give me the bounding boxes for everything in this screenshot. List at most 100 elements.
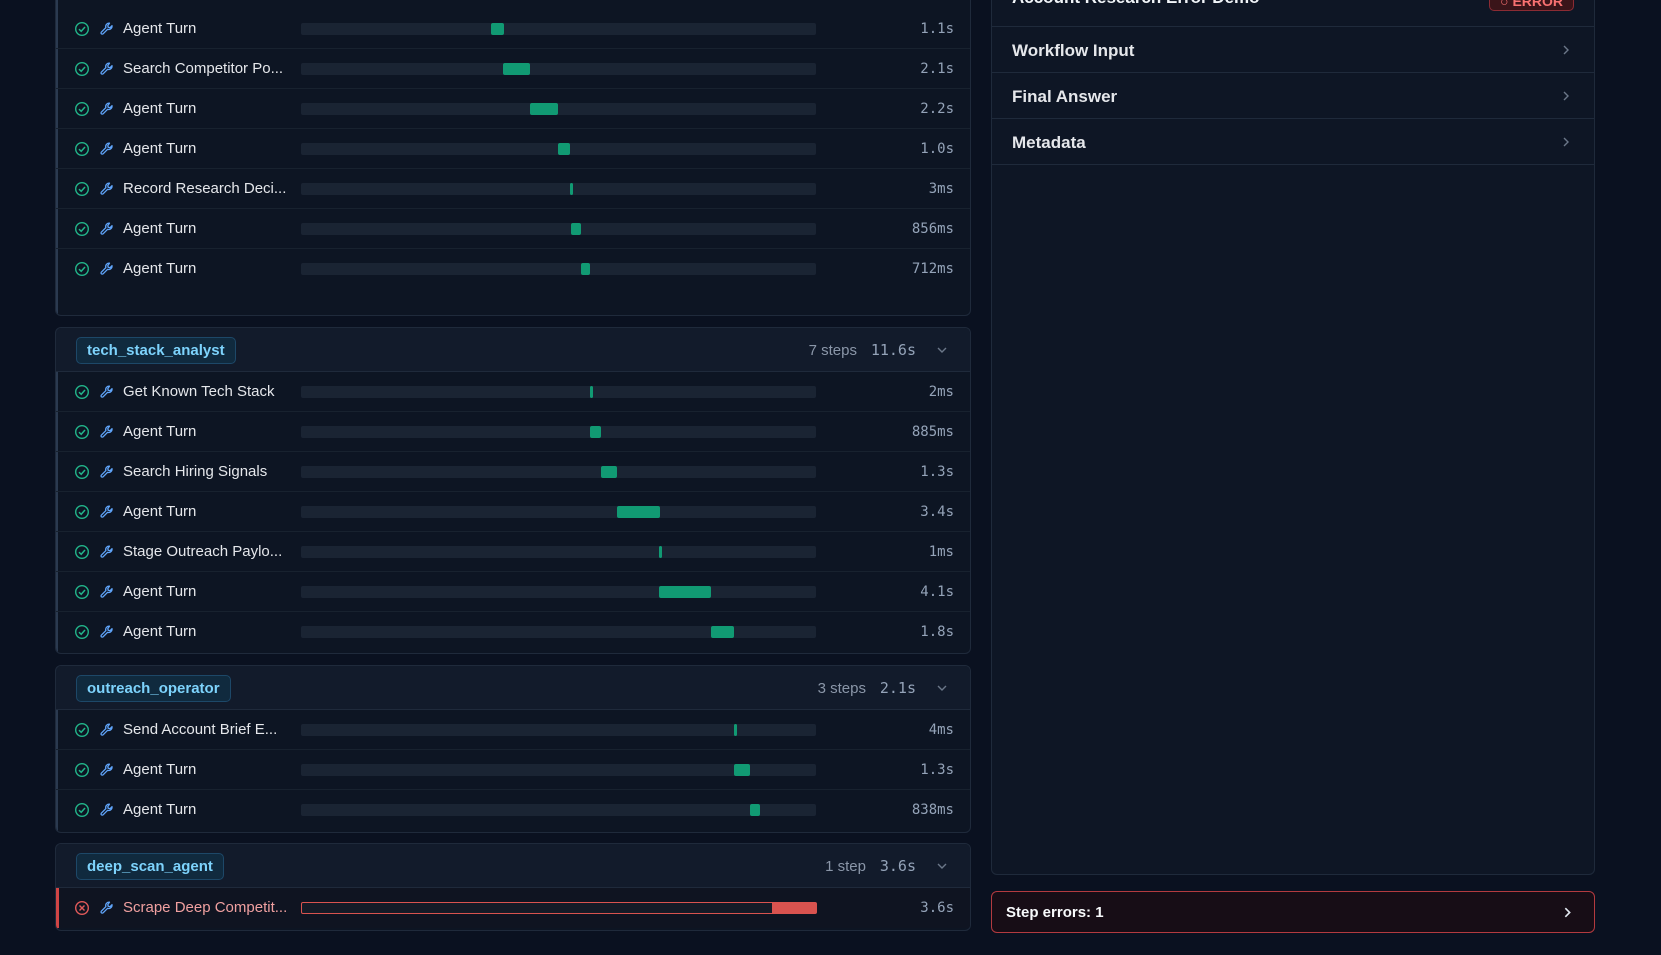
timeline-bar (530, 103, 558, 115)
step-group: outreach_operator 3 steps 2.1s Send Acco… (55, 665, 971, 833)
step-name: Agent Turn (123, 801, 197, 818)
chevron-right-icon (1563, 137, 1569, 147)
step-name: Agent Turn (123, 260, 197, 277)
wrench-icon (99, 141, 115, 157)
step-errors-bar[interactable]: Step errors: 1 (991, 891, 1595, 933)
check-circle-icon (74, 261, 90, 277)
step-row[interactable]: Agent Turn 1.3s (56, 750, 970, 790)
timeline-track (301, 804, 816, 816)
wrench-icon (99, 900, 115, 916)
group-step-count: 1 step (825, 858, 866, 875)
wrench-icon (99, 221, 115, 237)
chevron-down-icon[interactable] (936, 344, 948, 356)
timeline-track (301, 506, 816, 518)
timeline-track (301, 63, 816, 75)
section-workflow-input[interactable]: Workflow Input (992, 27, 1594, 73)
check-circle-icon (74, 624, 90, 640)
timeline-track (301, 23, 816, 35)
timeline-bar (734, 724, 737, 736)
step-duration: 885ms (911, 424, 954, 440)
timeline-bar (617, 506, 660, 518)
step-name: Search Hiring Signals (123, 463, 268, 480)
timeline-bar (570, 183, 573, 195)
timeline-track (301, 902, 817, 914)
wrench-icon (99, 762, 115, 778)
step-duration: 2.2s (920, 101, 954, 117)
check-circle-icon (74, 802, 90, 818)
step-row[interactable]: Record Research Deci... 3ms (56, 169, 970, 209)
timeline-bar (711, 626, 734, 638)
step-row[interactable]: Agent Turn 2.2s (56, 89, 970, 129)
step-row[interactable]: Scrape Deep Competit... 3.6s (56, 888, 970, 928)
error-icon: ○ (1500, 0, 1513, 9)
wrench-icon (99, 101, 115, 117)
step-duration: 2ms (928, 384, 954, 400)
step-name: Agent Turn (123, 140, 197, 157)
check-circle-icon (74, 221, 90, 237)
step-duration: 4.1s (920, 584, 954, 600)
chevron-right-icon (1563, 45, 1569, 55)
wrench-icon (99, 802, 115, 818)
chevron-down-icon[interactable] (936, 860, 948, 872)
check-circle-icon (74, 424, 90, 440)
step-row[interactable]: Send Account Brief E... 4ms (56, 710, 970, 750)
group-header[interactable]: outreach_operator 3 steps 2.1s (56, 666, 970, 710)
group-header[interactable]: tech_stack_analyst 7 steps 11.6s (56, 328, 970, 372)
timeline-bar (558, 143, 570, 155)
check-circle-icon (74, 61, 90, 77)
step-row[interactable]: Agent Turn 1.8s (56, 612, 970, 652)
timeline-track (301, 764, 816, 776)
step-row[interactable]: Stage Outreach Paylo... 1ms (56, 532, 970, 572)
status-badge: ○ ERROR (1489, 0, 1574, 11)
timeline-bar (601, 466, 617, 478)
step-name: Agent Turn (123, 583, 197, 600)
group-header[interactable]: deep_scan_agent 1 step 3.6s (56, 844, 970, 888)
step-row[interactable]: Agent Turn 712ms (56, 249, 970, 289)
timeline-bar (772, 902, 817, 914)
check-circle-icon (74, 181, 90, 197)
timeline-bar (571, 223, 581, 235)
step-row[interactable]: Agent Turn 3.4s (56, 492, 970, 532)
timeline-track (301, 263, 816, 275)
step-row[interactable]: Agent Turn 1.1s (56, 9, 970, 49)
check-circle-icon (74, 101, 90, 117)
step-duration: 3ms (928, 181, 954, 197)
section-metadata[interactable]: Metadata (992, 119, 1594, 165)
step-duration: 4ms (928, 722, 954, 738)
step-duration: 838ms (911, 802, 954, 818)
error-marker (56, 888, 59, 928)
group-duration: 11.6s (870, 341, 916, 359)
timeline-bar (581, 263, 590, 275)
timeline-track (301, 386, 816, 398)
agent-name-pill: deep_scan_agent (76, 853, 224, 880)
step-group: deep_scan_agent 1 step 3.6s Scrape Deep … (55, 843, 971, 931)
step-name: Agent Turn (123, 623, 197, 640)
check-circle-icon (74, 504, 90, 520)
timeline-track (301, 143, 816, 155)
step-row[interactable]: Get Known Tech Stack 2ms (56, 372, 970, 412)
step-row[interactable]: Search Competitor Po... 2.1s (56, 49, 970, 89)
chevron-down-icon[interactable] (936, 682, 948, 694)
step-duration: 3.4s (920, 504, 954, 520)
timeline-track (301, 586, 816, 598)
step-row[interactable]: Agent Turn 1.0s (56, 129, 970, 169)
chevron-right-icon (1563, 91, 1569, 101)
chevron-right-icon (1564, 907, 1571, 918)
step-duration: 1.8s (920, 624, 954, 640)
wrench-icon (99, 181, 115, 197)
wrench-icon (99, 464, 115, 480)
step-name: Stage Outreach Paylo... (123, 543, 283, 560)
step-row[interactable]: Agent Turn 885ms (56, 412, 970, 452)
step-row[interactable]: Agent Turn 4.1s (56, 572, 970, 612)
error-circle-icon (74, 900, 90, 916)
step-row[interactable]: Search Hiring Signals 1.3s (56, 452, 970, 492)
wrench-icon (99, 584, 115, 600)
step-name: Agent Turn (123, 503, 197, 520)
wrench-icon (99, 504, 115, 520)
check-circle-icon (74, 464, 90, 480)
wrench-icon (99, 424, 115, 440)
step-row[interactable]: Agent Turn 838ms (56, 790, 970, 830)
step-row[interactable]: Agent Turn 856ms (56, 209, 970, 249)
step-name: Agent Turn (123, 100, 197, 117)
section-final-answer[interactable]: Final Answer (992, 73, 1594, 119)
